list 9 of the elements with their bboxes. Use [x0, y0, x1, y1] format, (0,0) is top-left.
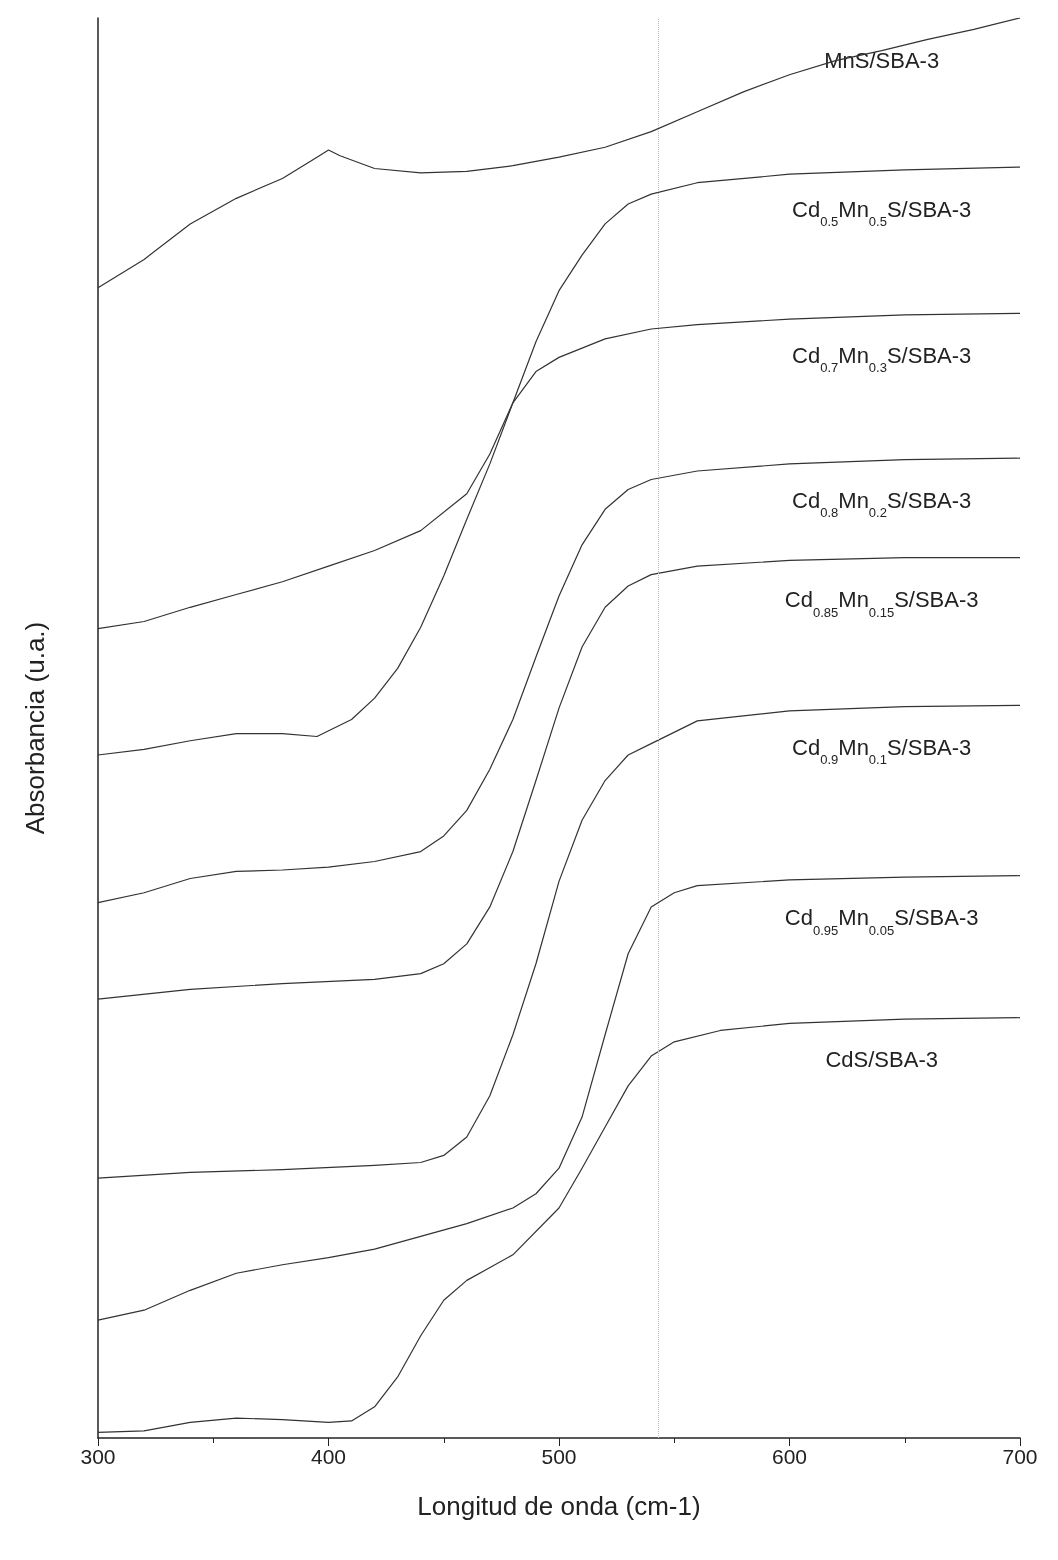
x-axis-title: Longitud de onda (cm-1)	[417, 1491, 701, 1521]
series-label: CdS/SBA-3	[825, 1047, 938, 1073]
x-tick-label: 700	[1002, 1445, 1038, 1468]
y-axis-title: Absorbancia (u.a.)	[20, 621, 50, 835]
series-label: MnS/SBA-3	[824, 47, 940, 73]
x-tick-label: 400	[310, 1445, 347, 1468]
x-tick-label: 500	[541, 1445, 577, 1468]
x-tick-label: 300	[80, 1445, 116, 1468]
x-tick-label: 600	[771, 1445, 808, 1468]
